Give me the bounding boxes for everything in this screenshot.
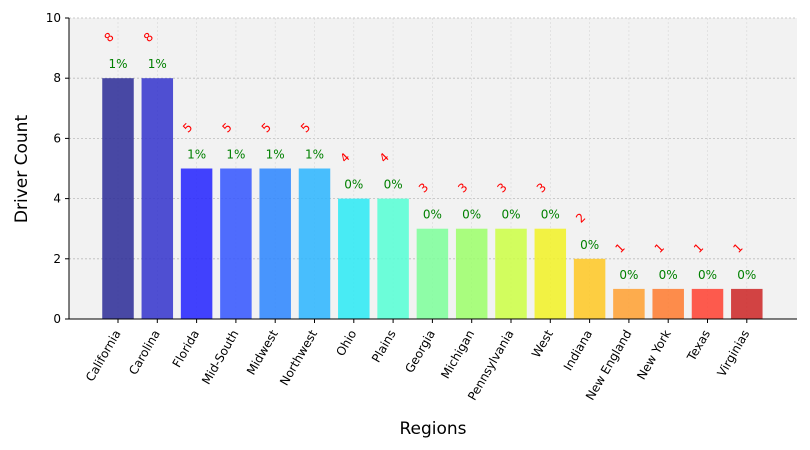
percent-label: 0% [462, 208, 481, 222]
x-tick-label: Ohio [333, 328, 359, 359]
percent-label: 0% [384, 178, 403, 192]
x-tick-label: Georgia [402, 328, 438, 376]
x-tick-label: Florida [170, 328, 203, 370]
y-axis-title: Driver Count [12, 115, 32, 224]
percent-label: 1% [305, 148, 324, 162]
y-tick-label: 4 [53, 192, 61, 206]
percent-label: 1% [148, 57, 167, 71]
bar-new-england [613, 288, 645, 319]
x-tick-label: Indiana [561, 328, 595, 373]
percent-label: 0% [580, 238, 599, 252]
x-tick-label: West [529, 327, 556, 360]
bar-pennsylvania [495, 228, 527, 319]
percent-label: 0% [737, 268, 756, 282]
bar-plains [377, 198, 409, 319]
y-tick-label: 2 [53, 252, 61, 266]
bar-carolina [141, 78, 174, 319]
percent-label: 1% [266, 148, 285, 162]
x-tick-label: Michigan [438, 328, 477, 382]
y-tick-label: 6 [53, 131, 61, 145]
bar-new-york [652, 288, 684, 319]
x-tick-label: Midwest [244, 327, 281, 377]
percent-label: 0% [501, 208, 520, 222]
y-tick-label: 8 [53, 71, 61, 85]
y-tick-label: 10 [46, 11, 61, 25]
x-tick-label: New York [634, 327, 674, 382]
percent-label: 0% [423, 208, 442, 222]
bar-ohio [338, 198, 370, 319]
x-axis-title: Regions [399, 419, 466, 439]
bar-georgia [416, 228, 449, 319]
percent-label: 0% [619, 268, 638, 282]
percent-label: 0% [541, 208, 560, 222]
bar-northwest [298, 168, 331, 319]
percent-label: 0% [344, 178, 363, 192]
percent-label: 1% [226, 148, 245, 162]
percent-label: 0% [659, 268, 678, 282]
x-tick-label: Plains [369, 328, 399, 365]
y-tick-label: 0 [53, 312, 61, 326]
percent-label: 1% [108, 57, 127, 71]
bar-michigan [455, 228, 488, 319]
x-tick-label: Texas [684, 328, 713, 365]
bar-florida [180, 168, 213, 319]
bars [102, 78, 763, 319]
bar-california [102, 78, 134, 319]
x-tick-label: Northwest [277, 327, 320, 388]
x-tick-label: Mid-South [199, 328, 241, 387]
x-tick-label: California [83, 328, 124, 384]
bar-virginias [731, 288, 763, 319]
percent-label: 0% [698, 268, 717, 282]
bar-midwest [259, 168, 291, 319]
bar-west [534, 228, 567, 319]
percent-label: 1% [187, 148, 206, 162]
bar-indiana [573, 258, 606, 319]
x-tick-label: Carolina [126, 328, 163, 378]
x-tick-label: Virginias [715, 328, 753, 380]
bar-texas [691, 288, 724, 319]
bar-mid-south [220, 168, 252, 319]
